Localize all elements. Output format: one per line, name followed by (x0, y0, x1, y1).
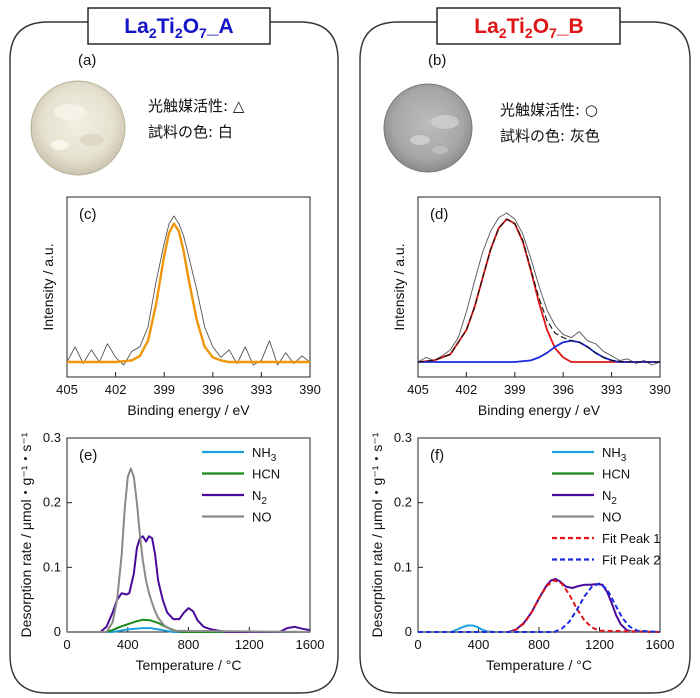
x-tick-label-c-4: 393 (251, 382, 273, 397)
panel-a-label: (a) (78, 52, 96, 69)
chart-e: 0 400 800 1200 1600 0 0.1 0.2 0.3 Temperature / °… (18, 430, 324, 673)
x-axis-label-e: Temperature / °C (136, 657, 242, 673)
chart-d: 405 402 399 396 393 390 Binding energy / eV Int… (391, 196, 671, 418)
x-tick-label-f-4: 1600 (646, 637, 675, 652)
x-tick-label-c-2: 399 (153, 382, 175, 397)
x-tick-label-d-0: 405 (407, 382, 429, 397)
panel-b-outline (359, 21, 691, 694)
legend-label-e-3: NO (252, 510, 272, 525)
y-tick-label-f-1: 0.1 (394, 559, 412, 574)
series-line-c-fit (67, 222, 310, 364)
x-tick-label-c-1: 402 (105, 382, 127, 397)
panel-a-title: La2Ti2O7_A (124, 15, 233, 41)
series-line-e-nh (67, 627, 310, 633)
y-tick-label-e-1: 0.1 (43, 559, 61, 574)
panel-b-frame: La2Ti2O7_B (b) 光触媒活性: ○ 試料の色: 灰色 (359, 7, 691, 694)
series-line-d-sum (417, 218, 660, 363)
legend-label-f-4: Fit Peak 1 (602, 531, 661, 546)
y-axis-label-f: Desorption rate / μmol・g⁻¹・s⁻¹ (369, 432, 385, 637)
series-line-d-peak2 (418, 339, 660, 363)
panel-label-e: (e) (79, 447, 97, 464)
legend-label-f-5: Fit Peak 2 (602, 553, 661, 568)
panel-b-title: La2Ti2O7_B (474, 15, 583, 41)
x-tick-label-e-1: 400 (117, 637, 139, 652)
y-tick-label-f-3: 0.3 (394, 430, 412, 445)
panel-label-d: (d) (430, 206, 448, 223)
x-tick-label-e-4: 1600 (296, 637, 325, 652)
legend-label-e-2: N2 (252, 488, 267, 507)
x-tick-label-e-3: 1200 (235, 637, 264, 652)
series-line-e-no (67, 467, 311, 633)
sample-b-activity: 光触媒活性: ○ (500, 101, 598, 119)
x-tick-label-c-0: 405 (56, 382, 78, 397)
y-tick-label-e-3: 0.3 (43, 430, 61, 445)
chart-c: 405 402 399 396 393 390 Binding energy / eV Int… (40, 196, 321, 418)
sample-a-activity: 光触媒活性: △ (148, 97, 245, 115)
x-tick-label-d-4: 393 (601, 382, 623, 397)
series-line-e-n (67, 535, 311, 633)
x-tick-label-d-2: 399 (504, 382, 526, 397)
y-tick-label-f-2: 0.2 (394, 495, 412, 510)
series-line-f-fit-peak-2 (418, 582, 661, 633)
x-tick-label-f-2: 800 (528, 637, 550, 652)
panel-a-title-box (87, 7, 271, 45)
panel-a-outline (9, 21, 339, 694)
x-axis-label-c: Binding energy / eV (127, 402, 250, 418)
legend-label-e-1: HCN (252, 467, 280, 482)
series-line-d-raw (417, 212, 661, 366)
y-tick-label-e-2: 0.2 (43, 495, 61, 510)
sample-a-color: 試料の色: 白 (148, 123, 233, 141)
panel-label-f: (f) (430, 447, 444, 464)
x-axis-label-d: Binding energy / eV (478, 402, 601, 418)
x-axis-label-f: Temperature / °C (486, 657, 592, 673)
x-tick-label-d-3: 396 (552, 382, 574, 397)
series-line-d-peak1 (417, 218, 660, 363)
series-line-c-raw (66, 215, 311, 366)
x-tick-label-c-5: 390 (299, 382, 321, 397)
legend-label-f-3: NO (602, 510, 622, 525)
panel-label-c: (c) (79, 206, 97, 223)
panel-a-frame: La2Ti2O7_A (a) 光触媒活性: △ 試料の色: 白 (9, 7, 339, 694)
x-tick-label-e-0: 0 (63, 637, 70, 652)
series-line-f-n (418, 578, 660, 633)
panel-b-label: (b) (428, 52, 446, 69)
legend-label-f-1: HCN (602, 467, 630, 482)
charts: 405 402 399 396 393 390 Binding energy / eV Int… (18, 196, 674, 673)
sample-a-photo (30, 80, 126, 176)
sample-b-color: 試料の色: 灰色 (500, 127, 600, 145)
x-tick-label-e-2: 800 (178, 637, 200, 652)
legend-label-f-2: N2 (602, 488, 617, 507)
x-tick-label-c-3: 396 (202, 382, 224, 397)
y-axis-label-d: Intensity / a.u. (391, 243, 407, 330)
x-tick-label-f-1: 400 (468, 637, 490, 652)
plot-frame-c (66, 196, 311, 378)
x-tick-label-f-3: 1200 (585, 637, 614, 652)
y-tick-label-f-0: 0 (405, 624, 412, 639)
plot-frame-d (417, 196, 661, 378)
x-tick-label-f-0: 0 (414, 637, 421, 652)
chart-f: 0 400 800 1200 1600 0 0.1 0.2 0.3 Temperature / °… (369, 430, 674, 673)
sample-b-photo (383, 83, 473, 173)
series-line-f-fit-peak-1 (418, 579, 661, 633)
x-tick-label-d-1: 402 (456, 382, 478, 397)
x-tick-label-d-5: 390 (649, 382, 671, 397)
y-axis-label-e: Desorption rate / μmol・g⁻¹・s⁻¹ (18, 432, 34, 637)
y-axis-label-c: Intensity / a.u. (40, 243, 56, 330)
y-tick-label-e-0: 0 (54, 624, 61, 639)
panel-b-title-box (436, 7, 621, 45)
legend-label-f-0: NH3 (602, 445, 627, 464)
legend-label-e-0: NH3 (252, 445, 277, 464)
